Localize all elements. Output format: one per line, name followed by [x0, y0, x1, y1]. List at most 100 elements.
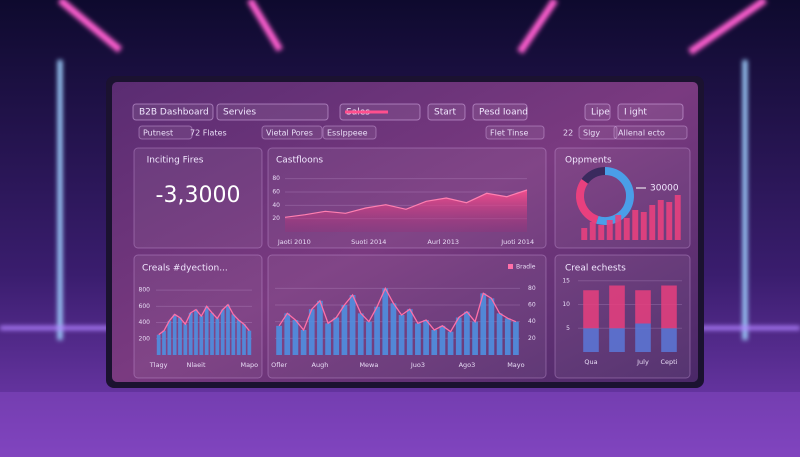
- x-tick-label: Mayo: [507, 361, 524, 369]
- y-tick-label: 60: [528, 302, 536, 309]
- filter-control[interactable]: [578, 125, 618, 140]
- filter-label[interactable]: Slgy: [583, 129, 600, 138]
- filter-control[interactable]: [138, 125, 193, 140]
- filter-control[interactable]: [322, 125, 377, 140]
- y-tick-label: 40: [272, 202, 280, 209]
- bar: [210, 312, 214, 355]
- stacked-bar: [661, 328, 677, 352]
- bar: [308, 309, 315, 355]
- bar: [156, 334, 161, 355]
- stacked-bar: [583, 328, 599, 352]
- x-tick-label: July: [636, 358, 649, 366]
- chart-title: Oppments: [565, 156, 612, 166]
- x-tick-label: Cepti: [660, 358, 677, 366]
- bar: [325, 323, 331, 355]
- toolbar-label[interactable]: Start: [434, 108, 456, 118]
- filter-label[interactable]: Esslppeee: [327, 129, 368, 138]
- bar: [406, 309, 413, 355]
- bar: [496, 313, 503, 355]
- stacked-bar: [583, 290, 599, 329]
- toolbar-label[interactable]: Lipe: [591, 108, 610, 118]
- y-tick-label: 200: [139, 335, 151, 342]
- bar: [172, 314, 177, 355]
- y-tick-label: 20: [528, 335, 536, 342]
- toolbar-control[interactable]: [584, 103, 611, 121]
- filter-label[interactable]: Flet Tinse: [490, 129, 529, 138]
- x-tick-label: Tlagy: [149, 361, 168, 369]
- bar: [300, 330, 307, 355]
- filter-label[interactable]: 22: [563, 129, 573, 138]
- x-tick-label: Ago3: [459, 361, 476, 369]
- bar: [589, 222, 596, 240]
- bar: [640, 212, 647, 240]
- filter-control[interactable]: [613, 125, 688, 140]
- bar: [333, 317, 340, 355]
- bar: [183, 324, 188, 355]
- bar: [236, 320, 241, 355]
- toolbar-control[interactable]: [427, 103, 466, 121]
- bar: [341, 305, 348, 355]
- y-tick-label: 600: [139, 303, 151, 310]
- stacked-bar: [609, 285, 625, 329]
- toolbar-control[interactable]: [216, 103, 329, 121]
- trend-line: [158, 303, 250, 336]
- x-tick-label: Augh: [312, 361, 329, 369]
- bar: [581, 228, 588, 240]
- x-tick-label: Aurl 2013: [427, 238, 459, 246]
- toolbar-control[interactable]: [617, 103, 684, 121]
- bar: [382, 288, 389, 355]
- annotation: 30000: [650, 184, 679, 194]
- trend-line: [278, 286, 517, 333]
- x-tick-label: Juo3: [410, 361, 425, 369]
- bar: [242, 324, 246, 355]
- bar: [447, 331, 454, 355]
- bar: [464, 311, 470, 355]
- bar: [276, 325, 282, 355]
- chart-title: Creals #dyection...: [142, 264, 228, 274]
- y-tick-label: 15: [562, 277, 570, 284]
- filter-control[interactable]: [485, 125, 545, 140]
- stacked-bar: [635, 290, 651, 324]
- toolbar-label[interactable]: B2B Dashboard: [139, 108, 209, 118]
- bar: [423, 320, 429, 355]
- bar: [204, 306, 209, 355]
- toolbar-label[interactable]: Pesd Ioand: [479, 108, 528, 118]
- x-tick-label: Jaoti 2010: [277, 238, 311, 246]
- chart-title: Castfloons: [276, 156, 323, 166]
- bar: [598, 225, 605, 240]
- x-tick-label: Juoti 2014: [500, 238, 534, 246]
- donut-slice: [581, 167, 606, 184]
- bar: [439, 325, 446, 355]
- bar: [194, 309, 198, 355]
- filter-label[interactable]: Putnest: [143, 129, 173, 138]
- bar: [431, 330, 438, 355]
- bar: [215, 318, 220, 355]
- filter-label[interactable]: 72 Flates: [190, 129, 227, 138]
- toolbar-label[interactable]: Servies: [223, 108, 256, 118]
- y-tick-label: 40: [528, 318, 536, 325]
- bar: [513, 321, 519, 355]
- bar: [623, 218, 630, 240]
- legend-label: Bradle: [516, 264, 536, 271]
- toolbar-control[interactable]: [472, 103, 528, 121]
- toolbar-label[interactable]: I ight: [624, 108, 647, 118]
- filter-label[interactable]: Vietal Pores: [266, 129, 313, 138]
- bar: [247, 330, 252, 355]
- bar: [374, 306, 380, 355]
- filter-label[interactable]: Allenal ecto: [618, 129, 665, 138]
- bar: [167, 320, 172, 355]
- bar: [188, 312, 193, 355]
- toolbar-control[interactable]: [132, 103, 214, 121]
- stacked-bar: [635, 323, 651, 352]
- bar: [455, 317, 462, 355]
- y-tick-label: 800: [139, 287, 151, 294]
- bar: [415, 323, 421, 355]
- y-tick-label: 80: [272, 175, 280, 182]
- filter-control[interactable]: [261, 125, 323, 140]
- x-tick-label: Nlaeit: [186, 361, 205, 369]
- bar: [398, 315, 405, 355]
- bar: [178, 317, 182, 355]
- bar: [504, 318, 511, 355]
- bar: [317, 300, 323, 355]
